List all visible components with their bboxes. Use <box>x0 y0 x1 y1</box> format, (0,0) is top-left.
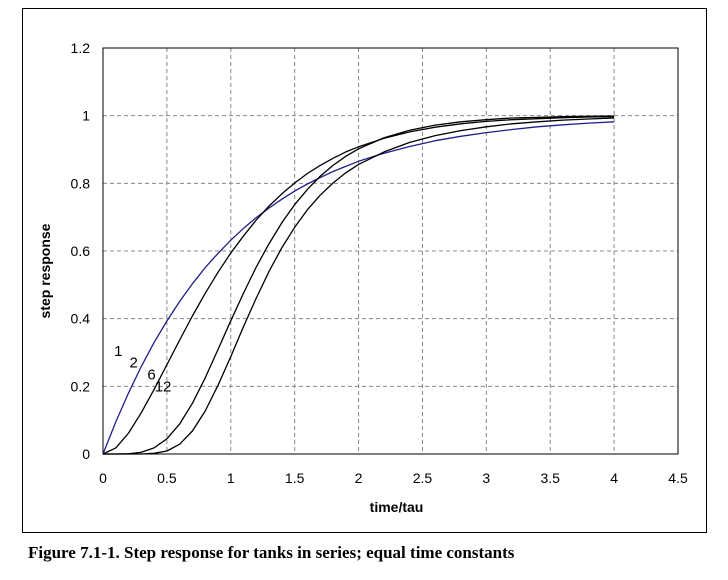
curve-annotation: 6 <box>147 367 155 384</box>
y-tick-label: 0.4 <box>71 311 91 327</box>
y-axis-title: step response <box>37 223 53 318</box>
y-tick-label: 0.8 <box>71 175 91 191</box>
x-axis-title: time/tau <box>370 499 424 515</box>
figure-caption: Figure 7.1-1. Step response for tanks in… <box>28 543 515 562</box>
x-tick-label: 3.5 <box>540 470 560 486</box>
grid-lines <box>103 48 678 454</box>
x-tick-label: 4 <box>610 470 618 486</box>
tick-labels: 0 0.5 1 1.5 2 2.5 3 3.5 4 4.5 0 0.2 0.4 0.6 0.8 1 1.2 <box>71 40 688 486</box>
curve-annotation: 12 <box>155 378 172 395</box>
x-tick-label: 2 <box>355 470 363 486</box>
curve-annotation: 1 <box>114 343 122 360</box>
plot-area-border <box>102 47 679 455</box>
series-line-1 <box>102 121 615 455</box>
x-tick-label: 1.5 <box>285 470 305 486</box>
series-line-6 <box>103 115 615 455</box>
x-tick-label: 0.5 <box>157 470 177 486</box>
x-tick-label: 3 <box>482 470 490 486</box>
y-tick-label: 0.6 <box>71 243 91 259</box>
x-tick-label: 1 <box>227 470 235 486</box>
curve-annotation: 2 <box>129 355 137 372</box>
y-tick-label: 1 <box>82 108 90 124</box>
curves <box>102 115 615 455</box>
y-tick-label: 0.2 <box>71 378 91 394</box>
series-line-2 <box>102 116 615 455</box>
x-tick-label: 2.5 <box>413 470 433 486</box>
series-line-12 <box>103 117 615 455</box>
x-tick-label: 4.5 <box>668 470 688 486</box>
y-tick-label: 1.2 <box>71 40 91 56</box>
y-tick-label: 0 <box>82 446 90 462</box>
step-response-chart: 0 0.5 1 1.5 2 2.5 3 3.5 4 4.500.20.40.60.811.2 12… <box>37 40 688 515</box>
x-tick-label: 0 <box>99 470 107 486</box>
